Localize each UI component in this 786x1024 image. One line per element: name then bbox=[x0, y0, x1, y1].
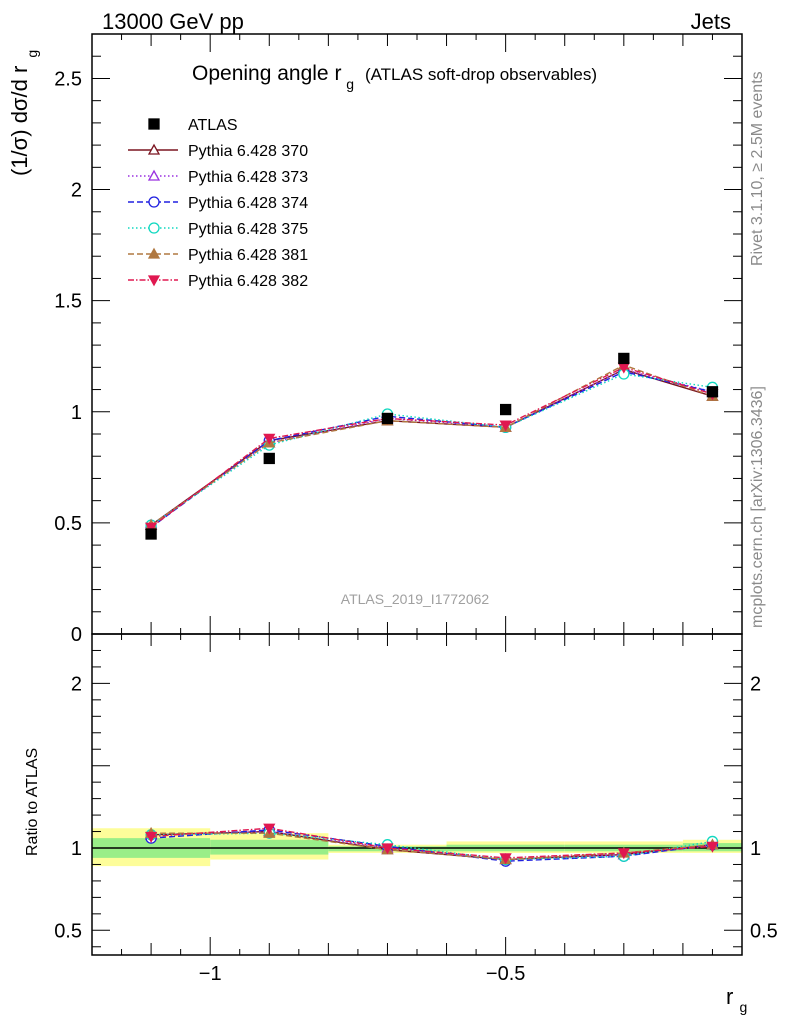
main-series-line bbox=[150, 366, 713, 528]
main-series-line bbox=[150, 368, 713, 526]
mcplots-label: mcplots.cern.ch [arXiv:1306.3436] bbox=[749, 386, 766, 628]
y-tick-label-main: 1.5 bbox=[54, 291, 82, 313]
atlas-data-point bbox=[706, 386, 719, 398]
x-axis-label-sub: g bbox=[739, 999, 747, 1015]
main-series-point bbox=[144, 522, 158, 534]
ratio-series-point bbox=[617, 848, 630, 860]
y-tick-label-ratio-left: 1 bbox=[71, 838, 82, 860]
y-tick-label-main: 0 bbox=[71, 624, 82, 646]
ratio-series-group bbox=[144, 823, 719, 867]
chart-title-main: Opening angle r bbox=[192, 62, 341, 85]
ratio-series-point bbox=[499, 853, 512, 865]
legend-label-atlas: ATLAS bbox=[188, 117, 238, 134]
legend-marker bbox=[147, 169, 161, 181]
y-tick-label-ratio-right: 1 bbox=[750, 838, 761, 860]
x-tick-label: −0.5 bbox=[486, 963, 525, 985]
header-right: Jets bbox=[691, 9, 731, 34]
legend-marker-atlas bbox=[148, 118, 160, 130]
y-axis-label-sub: g bbox=[24, 50, 40, 58]
y-tick-label-main: 2.5 bbox=[54, 68, 82, 90]
legend-label: Pythia 6.428 374 bbox=[188, 195, 308, 212]
legend-label: Pythia 6.428 381 bbox=[188, 247, 308, 264]
legend-label: Pythia 6.428 382 bbox=[188, 273, 308, 290]
y-tick-label-ratio-left: 2 bbox=[71, 673, 82, 695]
main-series-line bbox=[150, 371, 713, 528]
y-tick-label-main: 0.5 bbox=[54, 513, 82, 535]
main-series-line bbox=[150, 368, 713, 526]
analysis-id: ATLAS_2019_I1772062 bbox=[341, 591, 490, 607]
ratio-series-point bbox=[381, 843, 394, 855]
ratio-plot-frame bbox=[91, 633, 743, 956]
chart-title-suffix: (ATLAS soft-drop observables) bbox=[365, 65, 597, 84]
ratio-series-line bbox=[151, 832, 713, 861]
main-series-group bbox=[144, 352, 719, 540]
ratio-series-point bbox=[263, 823, 276, 835]
y-tick-label-ratio-right: 2 bbox=[750, 673, 761, 695]
main-series-point bbox=[499, 420, 512, 432]
ratio-series-point bbox=[144, 831, 158, 843]
ratio-series-point bbox=[706, 841, 719, 853]
legend-marker bbox=[148, 196, 160, 208]
x-tick-label: −1 bbox=[199, 963, 222, 985]
atlas-data-point bbox=[618, 352, 630, 365]
y-tick-label-main: 1 bbox=[71, 402, 82, 424]
chart-title-sub: g bbox=[346, 76, 354, 92]
y-axis-label-bottom: Ratio to ATLAS bbox=[24, 748, 41, 856]
atlas-data-point bbox=[263, 452, 275, 465]
ratio-band-green bbox=[210, 839, 329, 855]
legend: ATLAS Pythia 6.428 370 Pythia 6.428 373 Pyt… bbox=[128, 117, 308, 290]
chart-title: Opening angle r g (ATLAS soft-drop obser… bbox=[192, 62, 597, 94]
atlas-data-point bbox=[381, 412, 394, 425]
y-tick-label-ratio-right: 0.5 bbox=[750, 920, 778, 942]
main-series-point bbox=[263, 433, 276, 445]
rivet-label: Rivet 3.1.10, ≥ 2.5M events bbox=[749, 71, 766, 266]
y-tick-label-main: 2 bbox=[71, 180, 82, 202]
atlas-data-point bbox=[499, 403, 512, 416]
ratio-series-line bbox=[151, 832, 713, 861]
x-axis-label: r g bbox=[726, 984, 747, 1015]
legend-marker bbox=[147, 143, 161, 155]
legend-label: Pythia 6.428 375 bbox=[188, 221, 308, 238]
axes-group: −1 −0.5 0 0.5 1 1.5 2 2.5 0.5 0.5 1 1 2 2 bbox=[54, 33, 778, 985]
main-series-line bbox=[150, 364, 713, 526]
legend-label: Pythia 6.428 370 bbox=[188, 143, 308, 160]
atlas-data-point bbox=[145, 528, 157, 540]
legend-marker bbox=[147, 275, 161, 287]
y-tick-label-ratio-left: 0.5 bbox=[54, 920, 82, 942]
header-left: 13000 GeV pp bbox=[102, 9, 244, 34]
legend-marker bbox=[147, 247, 161, 259]
x-axis-label-main: r bbox=[726, 984, 733, 1009]
legend-label: Pythia 6.428 373 bbox=[188, 169, 308, 186]
legend-marker bbox=[148, 222, 160, 234]
main-series-line bbox=[150, 373, 713, 526]
y-axis-label-top: (1/σ) dσ/d r g bbox=[7, 50, 40, 176]
y-axis-label-main: (1/σ) dσ/d r bbox=[7, 66, 32, 176]
